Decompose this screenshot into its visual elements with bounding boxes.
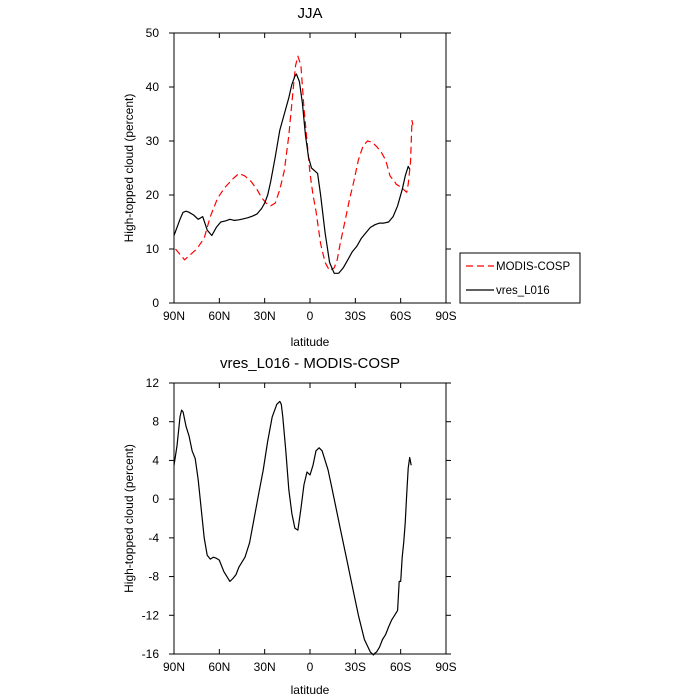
y-tick-label: 0 — [152, 492, 159, 506]
chart-title: JJA — [297, 5, 322, 22]
y-tick-label: 40 — [146, 80, 160, 94]
x-tick-label: 60S — [390, 309, 411, 323]
x-tick-label: 30N — [254, 660, 276, 674]
legend-label: vres_L016 — [496, 285, 550, 297]
legend-box — [459, 252, 581, 304]
series-line-vres-l016-modis-cosp — [173, 400, 412, 656]
x-tick-label: 30S — [345, 660, 366, 674]
x-tick-label: 0 — [307, 309, 314, 323]
y-tick-label: -16 — [142, 647, 160, 661]
y-tick-label: 10 — [146, 242, 160, 256]
chart-title: vres_L016 - MODIS-COSP — [220, 355, 400, 372]
x-axis-label: latitude — [291, 335, 330, 349]
x-tick-label: 60N — [208, 660, 230, 674]
series-line-modis-cosp — [175, 55, 414, 272]
y-axis-label: High-topped cloud (percent) — [122, 94, 136, 243]
y-tick-label: 4 — [152, 453, 159, 467]
y-tick-label: 20 — [146, 188, 160, 202]
x-tick-label: 90S — [435, 660, 456, 674]
y-axis-label: High-topped cloud (percent) — [122, 444, 136, 593]
y-tick-label: -12 — [142, 608, 160, 622]
x-tick-label: 60N — [208, 309, 230, 323]
x-tick-label: 30N — [254, 309, 276, 323]
series-line-vres-l016 — [173, 73, 411, 274]
legend: MODIS-COSP vres_L016 — [459, 252, 581, 304]
x-tick-label: 0 — [307, 660, 314, 674]
x-tick-label: 90N — [163, 660, 185, 674]
legend-label: MODIS-COSP — [496, 261, 570, 273]
y-tick-label: -8 — [148, 570, 159, 584]
y-tick-label: 0 — [152, 296, 159, 310]
x-axis-label: latitude — [291, 683, 330, 697]
bottom-panel-difference: vres_L016 - MODIS-COSP 90N 60N 30N 0 30S 60S 90… — [122, 355, 457, 697]
top-panel-jja: JJA 90N 60N 30N 0 30S 60S 90S 0 10 20 30 40 50 latitud… — [122, 5, 581, 349]
x-tick-label: 90N — [163, 309, 185, 323]
x-tick-label: 90S — [435, 309, 456, 323]
y-tick-label: 50 — [146, 26, 160, 40]
y-tick-label: -4 — [148, 531, 159, 545]
y-tick-label: 12 — [146, 376, 160, 390]
y-tick-label: 30 — [146, 134, 160, 148]
y-tick-label: 8 — [152, 415, 159, 429]
x-tick-label: 30S — [345, 309, 366, 323]
x-tick-label: 60S — [390, 660, 411, 674]
